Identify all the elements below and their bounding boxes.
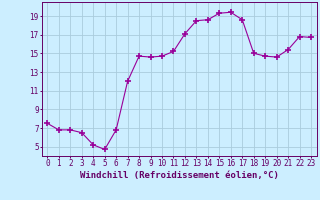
X-axis label: Windchill (Refroidissement éolien,°C): Windchill (Refroidissement éolien,°C) [80, 171, 279, 180]
